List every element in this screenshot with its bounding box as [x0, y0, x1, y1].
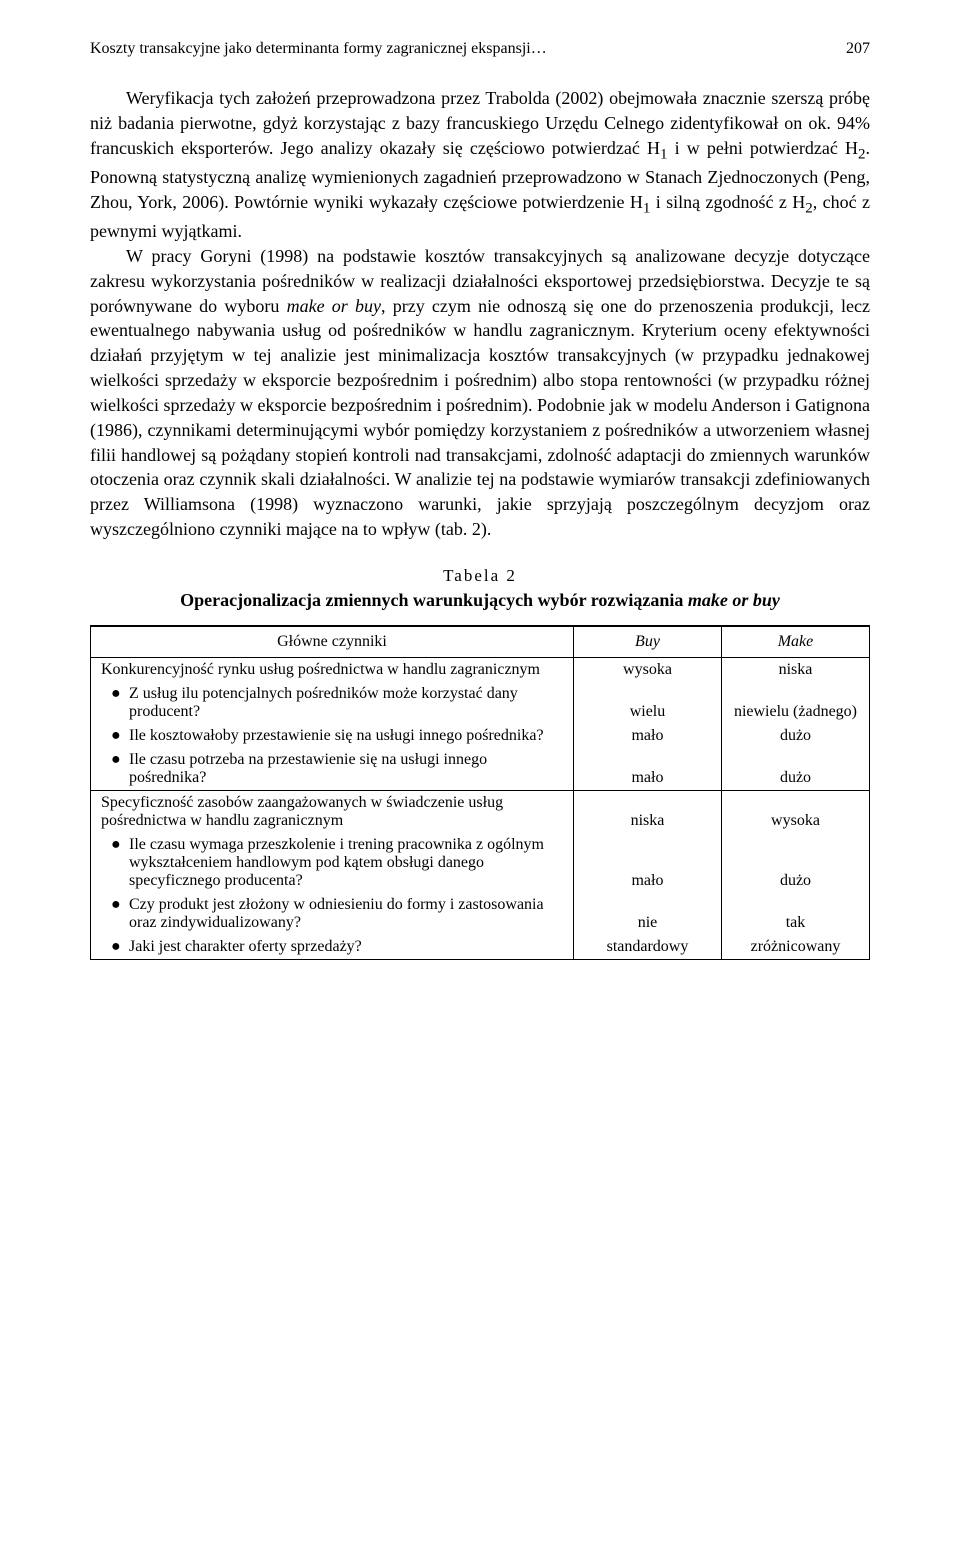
- data-table: Główne czynniki Buy Make Konkurencyjność…: [90, 625, 870, 960]
- p2-it1: make or buy: [287, 296, 381, 316]
- buy-value: mało: [573, 748, 721, 791]
- table-row: Specyficzność zasobów zaangażowanych w ś…: [91, 790, 870, 833]
- p1-sub1: 1: [660, 146, 668, 162]
- running-title: Koszty transakcyjne jako determinanta fo…: [90, 40, 547, 58]
- bullet-text: Ile czasu wymaga przeszkolenie i trening…: [129, 836, 563, 890]
- make-value: zróżnicowany: [721, 935, 869, 960]
- table-row: ●Jaki jest charakter oferty sprzedaży?st…: [91, 935, 870, 960]
- paragraph-2: W pracy Goryni (1998) na podstawie koszt…: [90, 244, 870, 542]
- caption-a: Operacjonalizacja zmiennych warunkującyc…: [180, 590, 688, 610]
- bullet-icon: ●: [111, 727, 129, 745]
- bullet-factor: ●Ile kosztowałoby przestawienie się na u…: [91, 724, 574, 748]
- buy-value: mało: [573, 833, 721, 893]
- table-row: ●Ile czasu wymaga przeszkolenie i trenin…: [91, 833, 870, 893]
- header-buy: Buy: [573, 626, 721, 658]
- bullet-icon: ●: [111, 685, 129, 721]
- bullet-icon: ●: [111, 836, 129, 890]
- make-value: dużo: [721, 748, 869, 791]
- table-row: ●Z usług ilu potencjalnych pośredników m…: [91, 682, 870, 724]
- make-value: tak: [721, 893, 869, 935]
- p2-b: , przy czym nie odnoszą się one do przen…: [90, 296, 870, 539]
- make-value: dużo: [721, 724, 869, 748]
- group-factor: Konkurencyjność rynku usług pośrednictwa…: [91, 657, 574, 682]
- buy-value: wysoka: [573, 657, 721, 682]
- table-row: ●Czy produkt jest złożony w odniesieniu …: [91, 893, 870, 935]
- table-row: ●Ile kosztowałoby przestawienie się na u…: [91, 724, 870, 748]
- bullet-factor: ●Ile czasu wymaga przeszkolenie i trenin…: [91, 833, 574, 893]
- bullet-text: Z usług ilu potencjalnych pośredników mo…: [129, 685, 563, 721]
- buy-value: wielu: [573, 682, 721, 724]
- p1-d: i silną zgodność z H: [650, 192, 805, 212]
- buy-value: mało: [573, 724, 721, 748]
- p1-sub2: 2: [858, 146, 866, 162]
- header-make: Make: [721, 626, 869, 658]
- table-label: Tabela 2: [90, 566, 870, 586]
- group-factor: Specyficzność zasobów zaangażowanych w ś…: [91, 790, 574, 833]
- bullet-factor: ●Czy produkt jest złożony w odniesieniu …: [91, 893, 574, 935]
- bullet-icon: ●: [111, 896, 129, 932]
- buy-value: nie: [573, 893, 721, 935]
- table-row: ●Ile czasu potrzeba na przestawienie się…: [91, 748, 870, 791]
- caption-it: make or buy: [688, 590, 780, 610]
- buy-value: standardowy: [573, 935, 721, 960]
- table-caption: Operacjonalizacja zmiennych warunkującyc…: [90, 590, 870, 611]
- make-value: niska: [721, 657, 869, 682]
- bullet-text: Jaki jest charakter oferty sprzedaży?: [129, 938, 563, 956]
- bullet-text: Ile czasu potrzeba na przestawienie się …: [129, 751, 563, 787]
- make-value: dużo: [721, 833, 869, 893]
- bullet-icon: ●: [111, 938, 129, 956]
- bullet-icon: ●: [111, 751, 129, 787]
- p1-sub4: 2: [805, 200, 813, 216]
- bullet-factor: ●Ile czasu potrzeba na przestawienie się…: [91, 748, 574, 791]
- running-head: Koszty transakcyjne jako determinanta fo…: [90, 40, 870, 58]
- bullet-text: Czy produkt jest złożony w odniesieniu d…: [129, 896, 563, 932]
- bullet-factor: ●Z usług ilu potencjalnych pośredników m…: [91, 682, 574, 724]
- bullet-factor: ●Jaki jest charakter oferty sprzedaży?: [91, 935, 574, 960]
- bullet-text: Ile kosztowałoby przestawienie się na us…: [129, 727, 563, 745]
- buy-value: niska: [573, 790, 721, 833]
- p1-b: i w pełni potwierdzać H: [668, 138, 859, 158]
- header-main: Główne czynniki: [91, 626, 574, 658]
- paragraph-1: Weryfikacja tych założeń przeprowadzona …: [90, 86, 870, 244]
- make-value: niewielu (żadnego): [721, 682, 869, 724]
- make-value: wysoka: [721, 790, 869, 833]
- table-row: Konkurencyjność rynku usług pośrednictwa…: [91, 657, 870, 682]
- table-header-row: Główne czynniki Buy Make: [91, 626, 870, 658]
- page-number: 207: [846, 40, 870, 58]
